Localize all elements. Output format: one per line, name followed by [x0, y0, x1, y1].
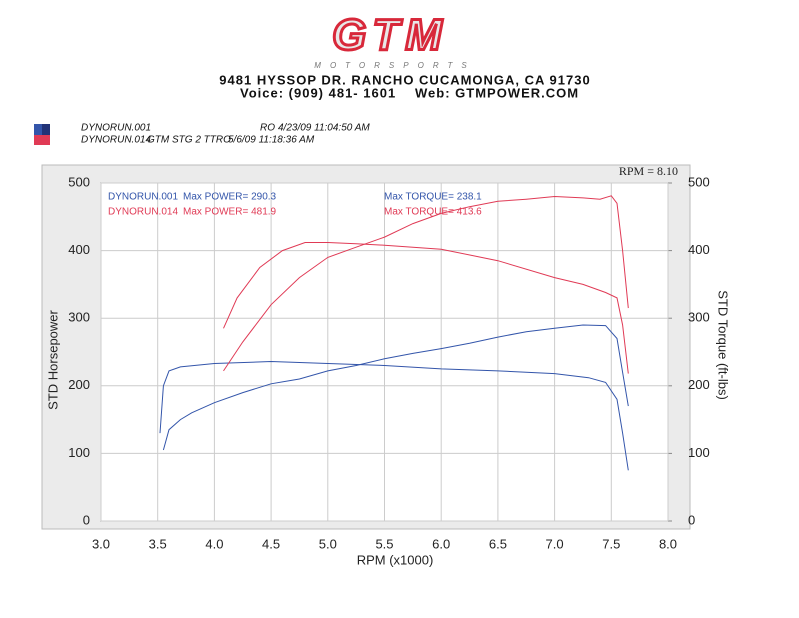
series-line	[223, 242, 629, 374]
run-date: 5/6/09 11:18:36 AM	[228, 135, 315, 146]
y2-axis-title: STD Torque (ft-lbs)	[716, 290, 731, 400]
legend-torque: Max TORQUE= 238.1	[384, 192, 482, 203]
legend-torque: Max TORQUE= 413.6	[384, 207, 482, 218]
x-tick-label: 4.0	[205, 536, 223, 551]
address: 9481 HYSSOP DR. RANCHO CUCAMONGA, CA 917…	[219, 72, 590, 87]
legend-power: Max POWER= 290.3	[183, 192, 277, 203]
y2-tick-label: 200	[688, 377, 710, 392]
legend-power: Max POWER= 481.9	[183, 207, 277, 218]
y2-tick-label: 500	[688, 174, 710, 189]
series-line	[159, 360, 629, 471]
run-file: DYNORUN.014	[81, 135, 151, 146]
x-tick-label: 7.0	[546, 536, 564, 551]
y-tick-label: 200	[68, 377, 90, 392]
x-tick-label: 5.5	[375, 536, 393, 551]
x-axis-title: RPM (x1000)	[357, 552, 434, 567]
series-line	[162, 324, 629, 451]
rpm-note: RPM = 8.10	[619, 164, 678, 178]
y-tick-label: 400	[68, 242, 90, 257]
x-tick-label: 5.0	[319, 536, 337, 551]
x-tick-label: 8.0	[659, 536, 677, 551]
y-tick-label: 300	[68, 310, 90, 325]
y-tick-label: 500	[68, 174, 90, 189]
x-tick-label: 7.5	[602, 536, 620, 551]
voice: Voice: (909) 481- 1601	[240, 85, 396, 100]
y2-tick-label: 400	[688, 242, 710, 257]
web: Web: GTMPOWER.COM	[415, 85, 579, 100]
logo-sub: MOTORSPORTS	[314, 61, 475, 70]
y-tick-label: 100	[68, 445, 90, 460]
run-icon	[42, 124, 50, 135]
y2-tick-label: 0	[688, 512, 695, 527]
y2-tick-label: 300	[688, 310, 710, 325]
run-icon	[34, 135, 50, 145]
legend-run: DYNORUN.014	[108, 207, 178, 218]
x-tick-label: 3.5	[149, 536, 167, 551]
series-line	[223, 195, 629, 372]
run-date: 4/23/09 11:04:50 AM	[278, 123, 370, 134]
x-tick-label: 6.5	[489, 536, 507, 551]
run-icon	[34, 124, 42, 135]
y-tick-label: 0	[83, 512, 90, 527]
legend-run: DYNORUN.001	[108, 192, 178, 203]
run-note: RO	[260, 123, 275, 134]
y-axis-title: STD Horsepower	[45, 309, 60, 409]
logo: GTM	[332, 11, 448, 60]
x-tick-label: 6.0	[432, 536, 450, 551]
run-file: DYNORUN.001	[81, 123, 151, 134]
y2-tick-label: 100	[688, 445, 710, 460]
run-note: GTM STG 2 TTRO	[147, 135, 231, 146]
x-tick-label: 4.5	[262, 536, 280, 551]
x-tick-label: 3.0	[92, 536, 110, 551]
